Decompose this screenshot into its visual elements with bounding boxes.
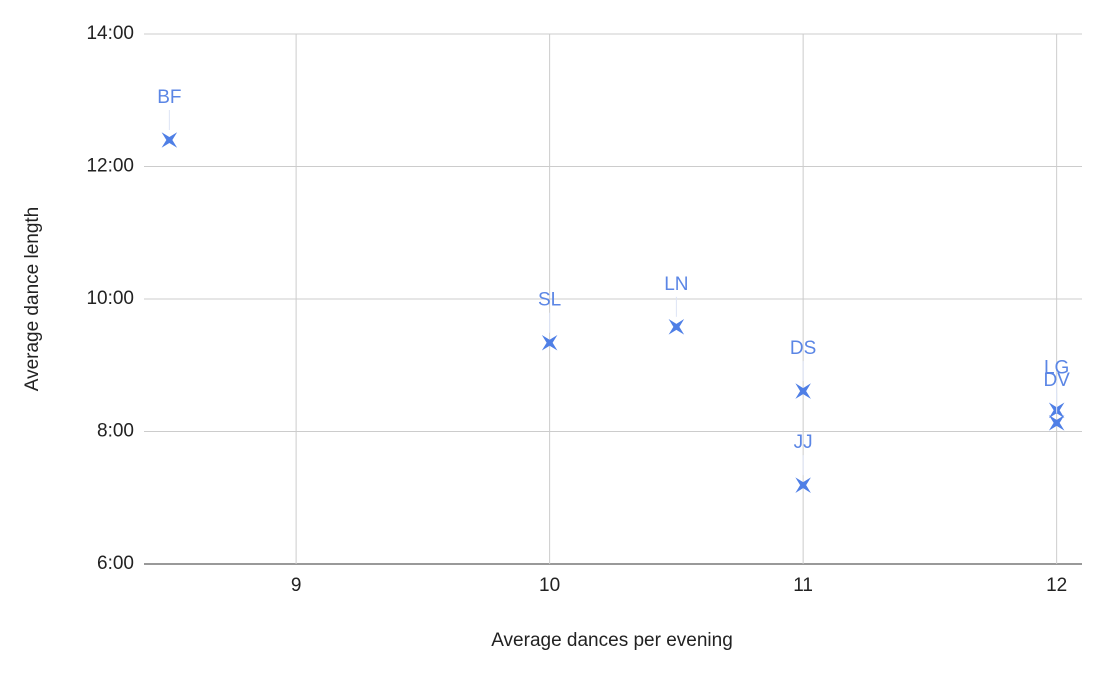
x-tick-label: 9 (291, 575, 302, 596)
point (795, 383, 811, 399)
y-tick-label: 8:00 (97, 421, 134, 442)
x-tick-label: 10 (539, 575, 560, 596)
point (795, 477, 811, 493)
x-tick-label: 11 (793, 575, 813, 596)
point-label: LG (1044, 357, 1069, 378)
y-tick-label: 6:00 (97, 553, 134, 574)
point-label: SL (538, 290, 561, 311)
y-tick-label: 12:00 (86, 156, 134, 177)
y-tick-label: 10:00 (86, 288, 134, 309)
y-axis-title: Average dance length (22, 207, 43, 392)
x-axis-title: Average dances per evening (491, 630, 733, 651)
point-label: LN (664, 274, 688, 295)
point (668, 319, 685, 335)
x-tick-label: 12 (1046, 575, 1067, 596)
point (1048, 415, 1065, 431)
point (541, 334, 558, 351)
point (161, 132, 178, 148)
point-label: BF (157, 87, 181, 108)
y-tick-label: 14:00 (86, 23, 134, 44)
point-label: JJ (794, 432, 813, 453)
point-label: DV (1043, 370, 1070, 391)
point-label: DS (790, 338, 816, 359)
